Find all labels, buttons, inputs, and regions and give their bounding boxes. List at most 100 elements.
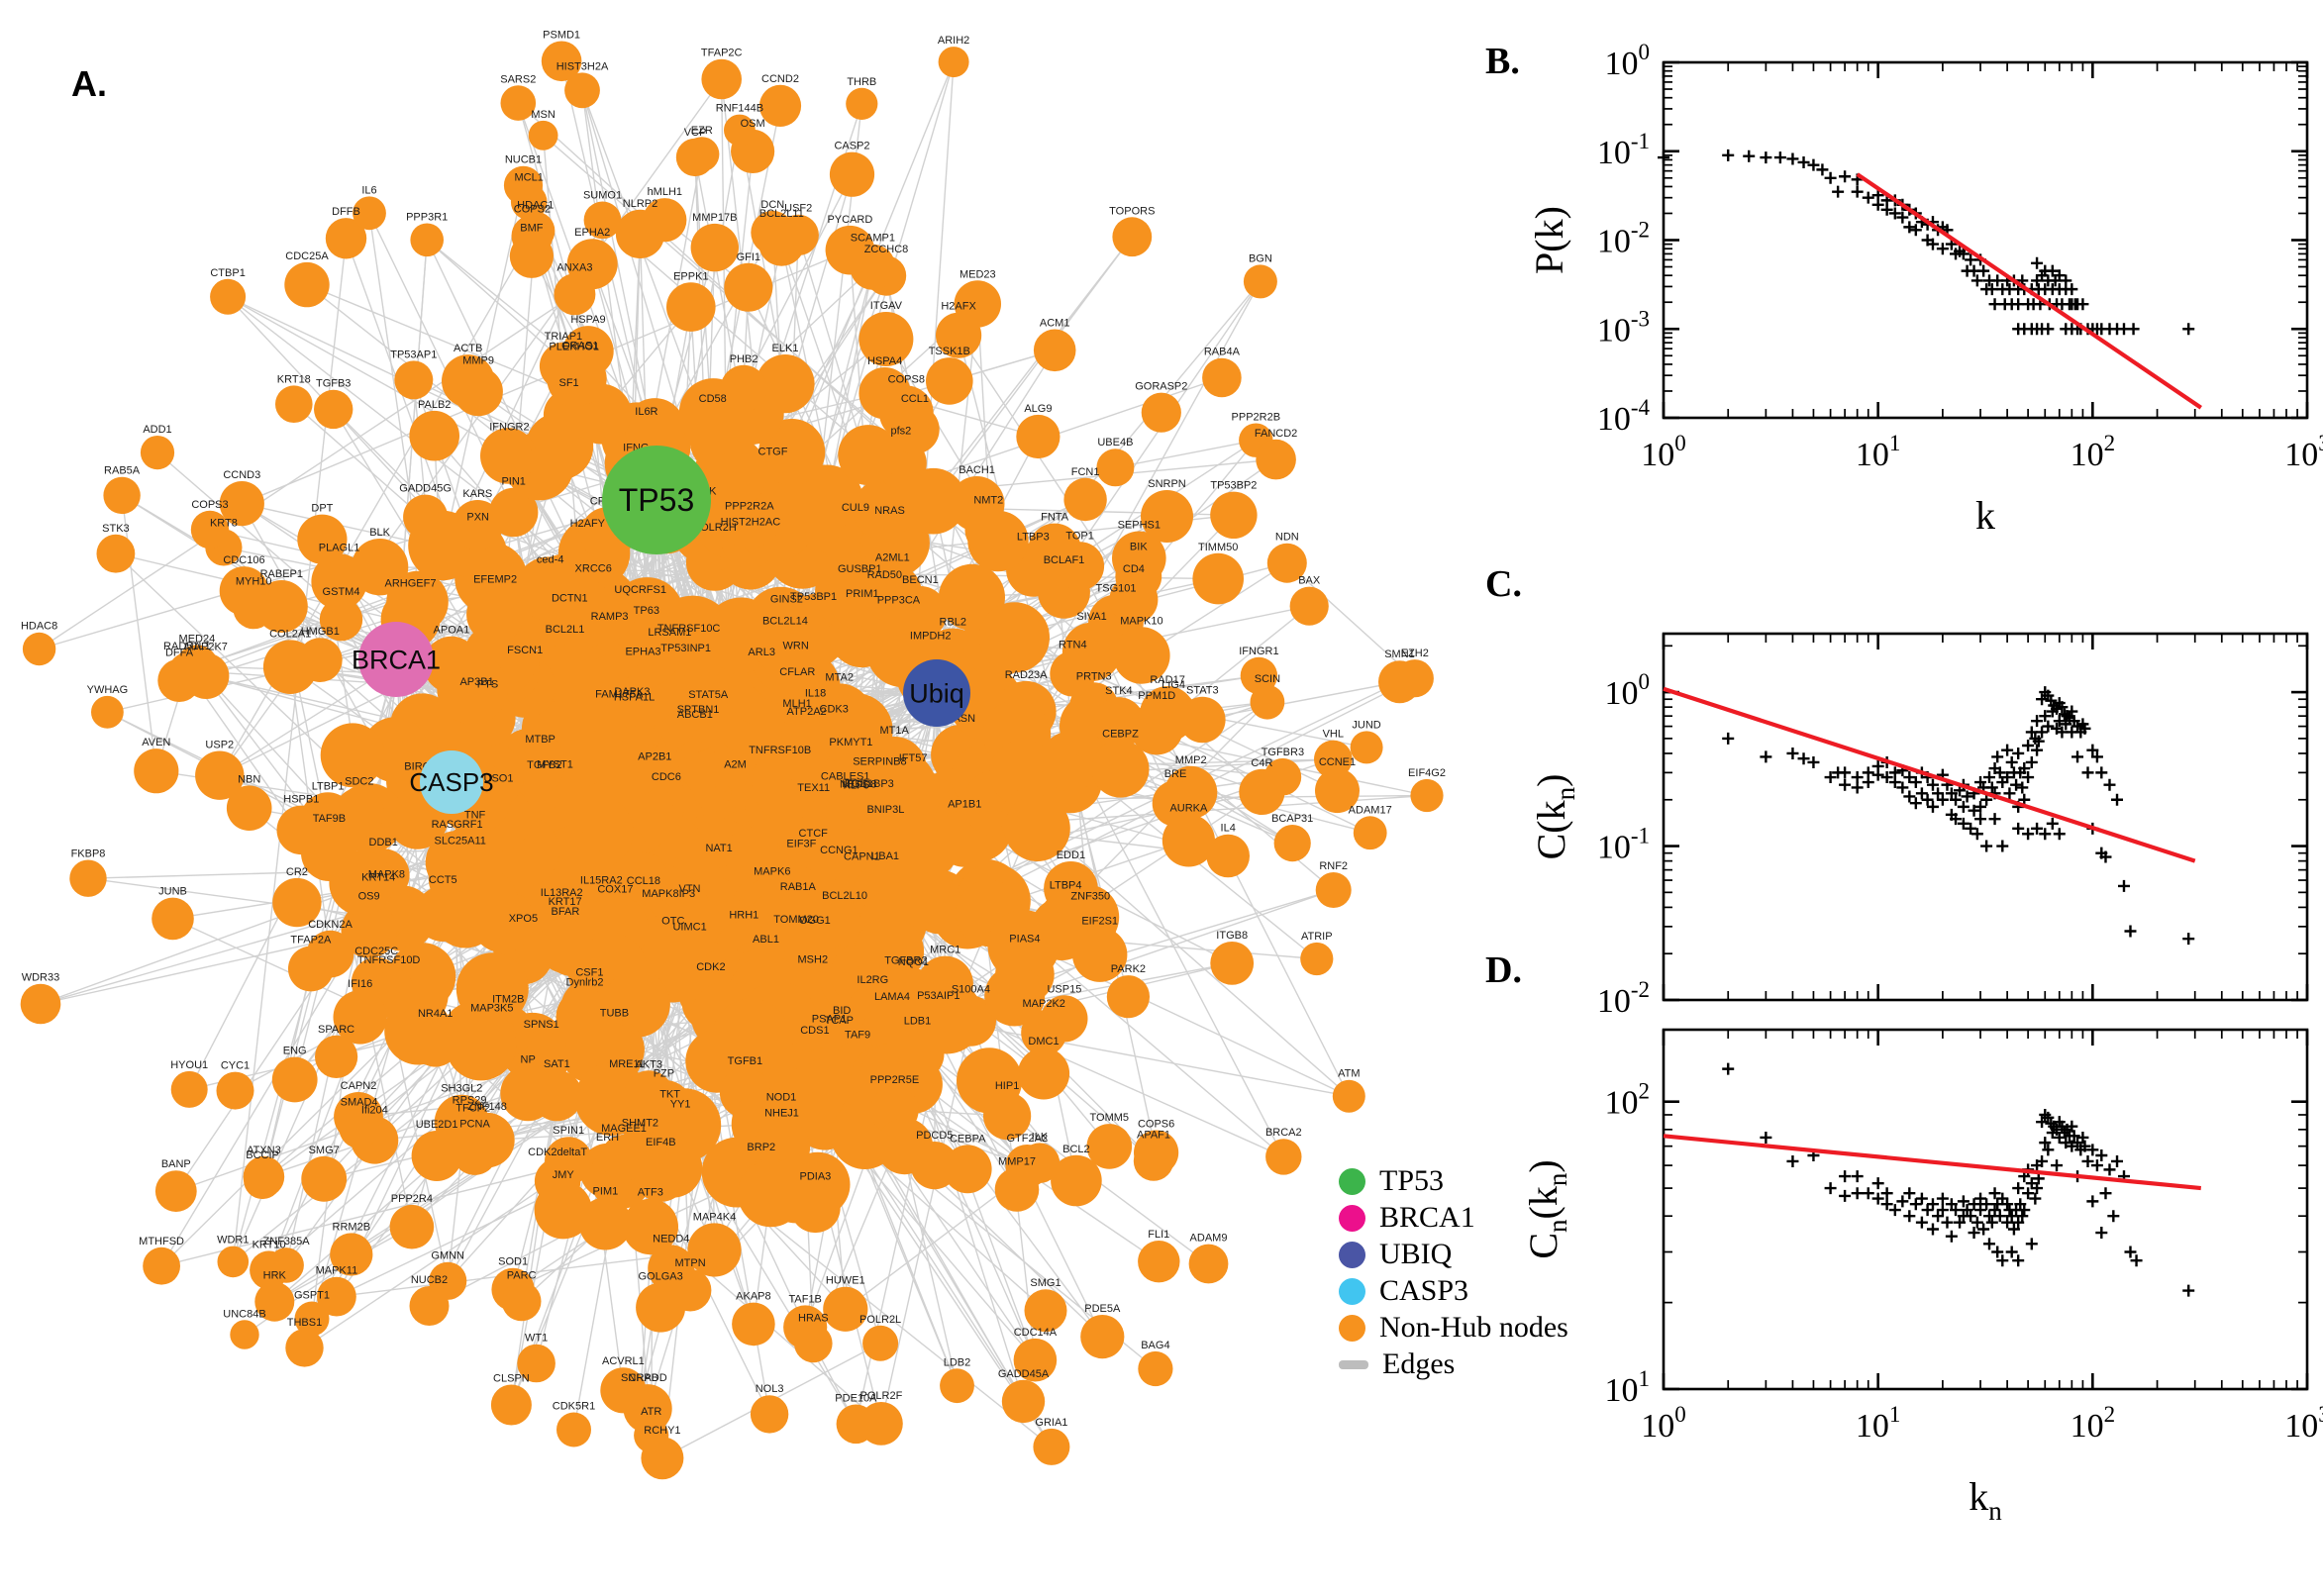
data-point bbox=[2036, 1154, 2049, 1167]
data-point bbox=[1926, 1223, 1939, 1236]
node-label: ATF3 bbox=[638, 1187, 663, 1199]
node-label: S100A4 bbox=[952, 984, 990, 996]
node-label: PHB2 bbox=[730, 353, 758, 365]
data-point bbox=[1950, 1204, 1963, 1217]
data-point bbox=[2036, 693, 2049, 706]
node-label: AP3B1 bbox=[459, 676, 493, 688]
non-hub-node bbox=[284, 261, 330, 308]
non-hub-node bbox=[1162, 814, 1215, 867]
node-label: RAD17 bbox=[1150, 674, 1184, 686]
node-label: MMP9 bbox=[462, 355, 494, 367]
non-hub-node bbox=[103, 476, 141, 515]
node-label: CUL9 bbox=[842, 502, 869, 514]
node-label: YWHAG bbox=[87, 684, 129, 696]
legend-item-label: TP53 bbox=[1379, 1164, 1445, 1197]
edge bbox=[121, 495, 157, 771]
node-label: HSPA9 bbox=[570, 314, 605, 326]
node-label: RTN4 bbox=[1059, 640, 1087, 651]
node-label: FCN1 bbox=[1071, 466, 1100, 478]
hub-node-casp3 bbox=[420, 750, 483, 814]
non-hub-node bbox=[732, 1302, 775, 1347]
data-point bbox=[2005, 1246, 2018, 1258]
non-hub-node bbox=[1141, 392, 1181, 433]
non-hub-node bbox=[1315, 872, 1352, 908]
non-hub-node bbox=[1395, 659, 1434, 698]
legend-item: UBIQ bbox=[1339, 1238, 1568, 1270]
non-hub-node bbox=[858, 367, 911, 420]
non-hub-node bbox=[675, 138, 715, 177]
non-hub-node bbox=[219, 481, 264, 527]
y-tick-label: 10-1 bbox=[1597, 129, 1650, 171]
node-label: TSG101 bbox=[1096, 583, 1137, 595]
node-label: CCND2 bbox=[761, 73, 799, 85]
data-point bbox=[2025, 755, 2038, 768]
legend-color-dot bbox=[1339, 1167, 1365, 1195]
data-point bbox=[2042, 323, 2055, 336]
node-label: APAF1 bbox=[1137, 1130, 1170, 1142]
node-label: DFFA bbox=[165, 648, 194, 659]
node-label: IL18 bbox=[805, 688, 826, 700]
data-point bbox=[2039, 710, 2052, 723]
data-point bbox=[1888, 207, 1901, 220]
x-tick-label: 103 bbox=[2284, 1402, 2323, 1445]
plot-box bbox=[1662, 632, 2309, 1002]
edge bbox=[1286, 562, 1416, 679]
node-label: FAM175A bbox=[595, 689, 644, 701]
data-point bbox=[1991, 1246, 2004, 1258]
node-label: SIVA1 bbox=[1076, 611, 1106, 623]
node-label: TOPORS bbox=[1109, 205, 1155, 217]
node-label: WT1 bbox=[525, 1333, 548, 1345]
non-hub-node bbox=[1210, 491, 1258, 539]
non-hub-node bbox=[517, 1344, 556, 1383]
data-point bbox=[1760, 1131, 1772, 1144]
non-hub-node bbox=[701, 58, 742, 100]
node-label: UIMC1 bbox=[672, 922, 706, 934]
node-label: ABL1 bbox=[753, 934, 779, 946]
node-label: NOD1 bbox=[766, 1091, 797, 1103]
node-label: EZR bbox=[691, 125, 713, 137]
data-point bbox=[2127, 323, 2140, 336]
node-label: RAMP3 bbox=[591, 611, 629, 623]
node-label: NMT2 bbox=[973, 494, 1003, 506]
hub-nodes-layer: TP53 BRCA1 CASP3 Ubiq bbox=[352, 446, 970, 814]
node-label: OSM bbox=[741, 118, 765, 130]
data-point bbox=[2099, 1187, 2112, 1200]
data-point bbox=[2025, 1238, 2038, 1250]
node-label: MAPK8 bbox=[368, 868, 405, 880]
data-point bbox=[1974, 1204, 1987, 1217]
legend-color-dot bbox=[1339, 1204, 1365, 1232]
data-point bbox=[2095, 1227, 2108, 1240]
node-label: USP2 bbox=[205, 740, 234, 751]
node-label: ZCCHC8 bbox=[864, 244, 909, 255]
node-label: BLK bbox=[369, 527, 390, 539]
y-tick-label: 10-3 bbox=[1597, 306, 1650, 349]
data-point bbox=[1896, 1195, 1909, 1208]
data-point bbox=[1974, 1192, 1987, 1205]
data-point bbox=[1909, 224, 1922, 237]
panel-b-plot: 100 101 102 103 10-4 10-3 10-2 10-1 100 P(k) k bbox=[1527, 40, 2323, 538]
node-label: ACTB bbox=[454, 343, 482, 354]
y-tick-label: 100 bbox=[1605, 669, 1651, 712]
node-label: CDKN2A bbox=[308, 919, 353, 931]
node-label: PPM1D bbox=[1138, 690, 1175, 702]
non-hub-node bbox=[317, 1276, 356, 1317]
node-label: LDB2 bbox=[944, 1356, 971, 1368]
node-label: MMP17B bbox=[692, 212, 737, 224]
edge bbox=[1115, 440, 1257, 468]
data-point bbox=[2001, 771, 2014, 784]
data-point bbox=[2182, 1284, 2195, 1297]
node-label: YY1 bbox=[670, 1099, 691, 1111]
non-hub-node bbox=[500, 85, 537, 121]
non-hub-node bbox=[325, 218, 367, 259]
node-label: ORAS1 bbox=[561, 341, 598, 352]
node-label: AP2B1 bbox=[638, 750, 671, 762]
non-hub-node bbox=[394, 360, 434, 400]
node-label: SMG7 bbox=[309, 1145, 340, 1156]
non-hub-node bbox=[687, 1223, 742, 1277]
data-point bbox=[2111, 1154, 2124, 1167]
non-hub-node bbox=[984, 965, 1046, 1027]
non-hub-node bbox=[1096, 449, 1135, 487]
non-hub-node bbox=[566, 239, 618, 290]
data-point bbox=[2029, 1192, 2042, 1205]
